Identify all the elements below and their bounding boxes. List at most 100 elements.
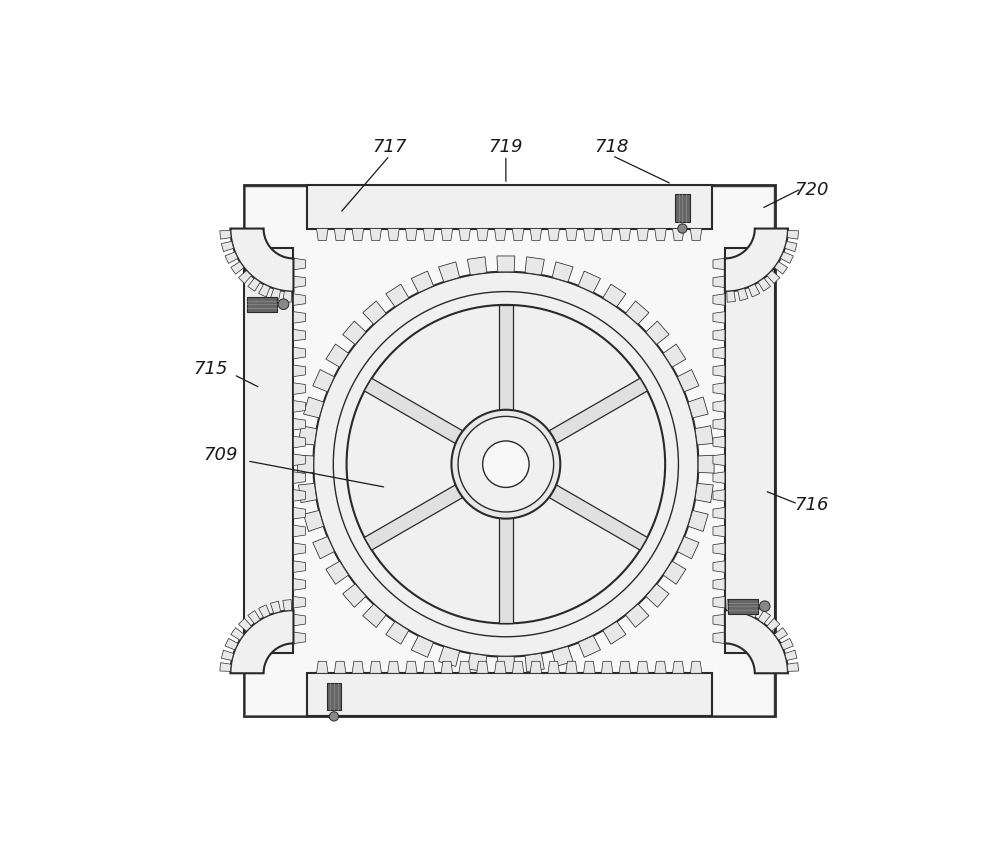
Polygon shape xyxy=(780,252,793,264)
Polygon shape xyxy=(713,330,725,342)
Polygon shape xyxy=(566,661,577,673)
Circle shape xyxy=(278,300,289,310)
Polygon shape xyxy=(343,585,366,608)
Polygon shape xyxy=(713,508,725,519)
Polygon shape xyxy=(603,622,626,644)
Polygon shape xyxy=(713,632,725,644)
Circle shape xyxy=(313,272,698,657)
Polygon shape xyxy=(293,579,305,591)
Polygon shape xyxy=(225,639,238,650)
Polygon shape xyxy=(370,661,381,673)
Polygon shape xyxy=(713,366,725,377)
Polygon shape xyxy=(690,229,702,241)
Polygon shape xyxy=(221,242,234,252)
Polygon shape xyxy=(457,789,467,800)
Polygon shape xyxy=(441,661,453,673)
Polygon shape xyxy=(583,661,595,673)
Bar xyxy=(244,249,293,653)
Polygon shape xyxy=(713,597,725,608)
Polygon shape xyxy=(530,229,542,241)
Polygon shape xyxy=(603,285,626,307)
Polygon shape xyxy=(646,585,669,608)
Polygon shape xyxy=(713,294,725,306)
Text: 720: 720 xyxy=(794,181,828,199)
Polygon shape xyxy=(713,543,725,555)
Bar xyxy=(307,673,712,716)
Polygon shape xyxy=(293,525,305,537)
Polygon shape xyxy=(293,473,305,484)
Text: 717: 717 xyxy=(372,138,407,155)
Polygon shape xyxy=(298,484,317,503)
Polygon shape xyxy=(477,661,488,673)
Polygon shape xyxy=(494,229,506,241)
Polygon shape xyxy=(637,661,648,673)
Polygon shape xyxy=(363,604,386,628)
Polygon shape xyxy=(548,661,559,673)
Bar xyxy=(675,195,690,223)
Polygon shape xyxy=(488,803,494,816)
Polygon shape xyxy=(544,379,647,447)
Polygon shape xyxy=(552,647,573,666)
Polygon shape xyxy=(220,663,231,672)
Polygon shape xyxy=(364,482,468,550)
Bar xyxy=(247,298,277,313)
Polygon shape xyxy=(655,661,666,673)
Polygon shape xyxy=(780,639,793,650)
Polygon shape xyxy=(774,263,788,275)
Polygon shape xyxy=(663,561,686,585)
Polygon shape xyxy=(748,605,760,618)
Circle shape xyxy=(483,442,529,488)
Polygon shape xyxy=(441,229,453,241)
Polygon shape xyxy=(713,383,725,395)
Polygon shape xyxy=(467,257,487,276)
Polygon shape xyxy=(698,455,714,474)
Polygon shape xyxy=(220,232,231,240)
Polygon shape xyxy=(578,636,600,658)
Polygon shape xyxy=(672,229,684,241)
Polygon shape xyxy=(221,650,234,660)
Polygon shape xyxy=(713,490,725,502)
Polygon shape xyxy=(552,781,563,791)
Polygon shape xyxy=(448,781,460,791)
Polygon shape xyxy=(545,789,555,800)
Polygon shape xyxy=(293,401,305,412)
Polygon shape xyxy=(466,795,475,807)
Polygon shape xyxy=(293,455,305,466)
Polygon shape xyxy=(626,604,649,628)
Polygon shape xyxy=(298,426,317,445)
Polygon shape xyxy=(439,263,460,282)
Polygon shape xyxy=(248,611,260,624)
Polygon shape xyxy=(411,636,433,658)
Polygon shape xyxy=(293,294,305,306)
Circle shape xyxy=(347,306,665,623)
Bar xyxy=(244,186,775,716)
Polygon shape xyxy=(713,579,725,591)
Circle shape xyxy=(329,712,339,722)
Polygon shape xyxy=(695,484,713,503)
Polygon shape xyxy=(499,512,513,623)
Polygon shape xyxy=(293,419,305,430)
Polygon shape xyxy=(758,611,771,624)
Polygon shape xyxy=(423,229,435,241)
Polygon shape xyxy=(231,263,244,275)
Polygon shape xyxy=(293,330,305,342)
Polygon shape xyxy=(230,229,293,292)
Polygon shape xyxy=(304,511,324,532)
Polygon shape xyxy=(283,600,292,611)
Polygon shape xyxy=(619,229,631,241)
Polygon shape xyxy=(655,229,666,241)
Polygon shape xyxy=(525,653,544,672)
Text: 716: 716 xyxy=(794,495,828,513)
Polygon shape xyxy=(363,301,386,325)
Polygon shape xyxy=(293,543,305,555)
Polygon shape xyxy=(293,597,305,608)
Polygon shape xyxy=(677,370,699,393)
Polygon shape xyxy=(713,259,725,270)
Polygon shape xyxy=(270,602,281,614)
Circle shape xyxy=(678,225,687,234)
Polygon shape xyxy=(248,279,260,292)
Polygon shape xyxy=(787,232,799,240)
Polygon shape xyxy=(293,437,305,449)
Polygon shape xyxy=(727,292,735,303)
Polygon shape xyxy=(512,229,524,241)
